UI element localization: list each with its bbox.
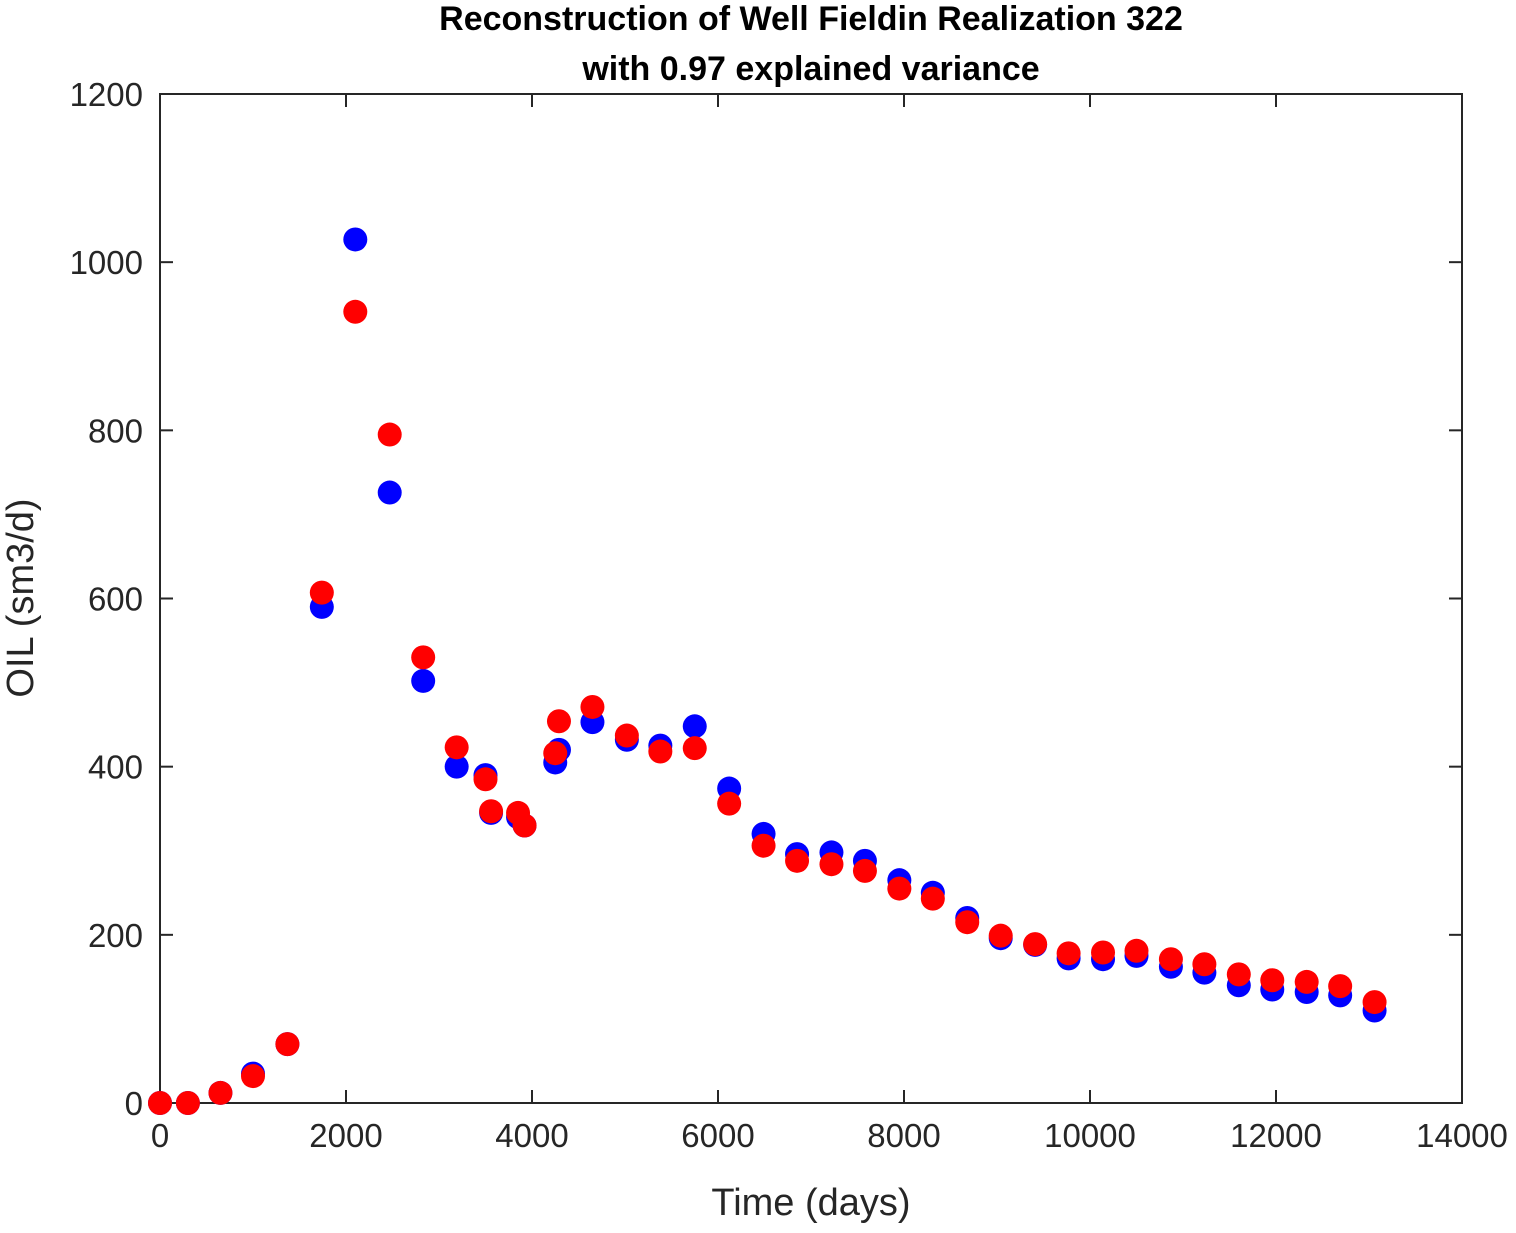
series-red-point — [988, 923, 1013, 948]
y-tick-label: 600 — [88, 581, 143, 618]
series-red-point — [1328, 974, 1353, 999]
chart-subtitle: with 0.97 explained variance — [581, 50, 1039, 88]
y-tick-label: 1200 — [70, 76, 143, 113]
series-red-point — [920, 886, 945, 911]
series-blue-point — [411, 668, 436, 693]
series-blue-point — [377, 480, 402, 505]
series-red-point — [1158, 947, 1183, 972]
series-red-point — [1056, 941, 1081, 966]
series-blue-point — [682, 714, 707, 739]
y-tick-label: 1000 — [70, 244, 143, 281]
x-tick-label: 4000 — [495, 1117, 568, 1154]
series-red-point — [751, 833, 776, 858]
series-red-point — [473, 767, 498, 792]
x-tick-label: 10000 — [1044, 1117, 1136, 1154]
series-red-point — [377, 422, 402, 447]
series-red-point — [887, 876, 912, 901]
series-red-point — [852, 858, 877, 883]
series-red-point — [148, 1091, 172, 1115]
series-red-point — [411, 645, 436, 670]
series-red-point — [614, 723, 639, 748]
series-red-point — [444, 735, 469, 760]
series-blue-point — [444, 754, 469, 779]
plot-area: 0 2000 4000 6000 8000 10000 12000 14000 0 200 400 6… — [70, 76, 1508, 1154]
y-axis-label: OIL (sm3/d) — [0, 498, 42, 697]
series-red-point — [648, 739, 673, 764]
chart-title: Reconstruction of Well Fieldin Realizati… — [439, 0, 1183, 38]
y-tick-label: 800 — [88, 412, 143, 449]
series-red-point — [785, 848, 810, 873]
x-tick-label: 14000 — [1416, 1117, 1508, 1154]
series-red-point — [682, 736, 707, 761]
series-red-point — [1226, 962, 1251, 987]
series-red-point — [543, 741, 568, 766]
series-red-point — [1023, 932, 1048, 957]
series-red-point — [343, 299, 368, 324]
series-red-point — [1362, 990, 1387, 1015]
series-red-point — [1124, 938, 1149, 963]
x-tick-label: 6000 — [681, 1117, 754, 1154]
series-red-point — [1091, 940, 1116, 965]
y-tick-label: 400 — [88, 749, 143, 786]
series-red-point — [580, 694, 605, 719]
x-axis-label: Time (days) — [711, 1182, 910, 1224]
series-red-point — [1192, 952, 1217, 977]
series-red-point — [175, 1091, 200, 1115]
x-tick-label: 2000 — [309, 1117, 382, 1154]
series-red-point — [208, 1080, 233, 1105]
x-tick-label: 8000 — [867, 1117, 940, 1154]
series-red-point — [241, 1064, 265, 1089]
series-red-point — [512, 813, 537, 838]
y-tick-label: 200 — [88, 917, 143, 954]
series-red-point — [1260, 968, 1285, 993]
series-red-point — [479, 799, 504, 824]
series-red-point — [1294, 969, 1319, 994]
y-tick-label: 0 — [125, 1085, 143, 1122]
series-red-point — [955, 910, 980, 935]
x-tick-label: 12000 — [1230, 1117, 1322, 1154]
x-tick-label: 0 — [151, 1117, 169, 1154]
series-red-point — [275, 1032, 300, 1057]
series-red-point — [309, 580, 334, 605]
series-red-point — [819, 852, 844, 877]
series-blue-point — [343, 227, 368, 252]
series-red-point — [546, 709, 571, 734]
series-red-point — [717, 791, 742, 816]
